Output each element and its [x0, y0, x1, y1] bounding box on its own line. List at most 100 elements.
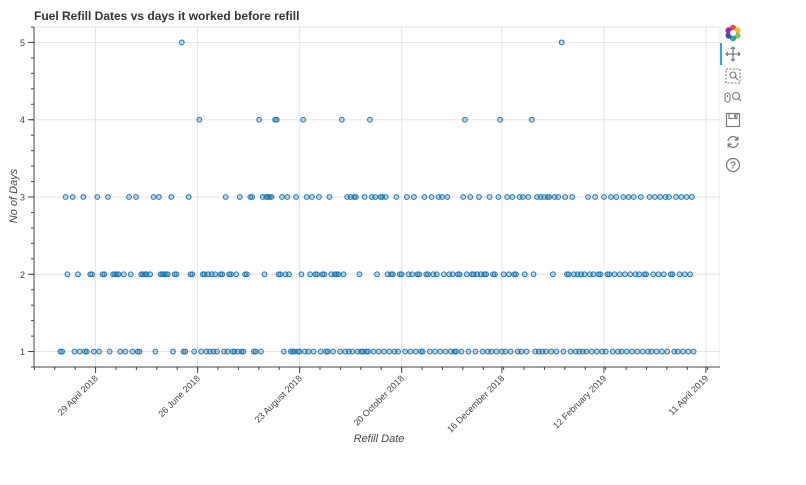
- data-point: [191, 348, 197, 355]
- data-point: [613, 194, 620, 200]
- data-point: [120, 271, 127, 278]
- data-point: [82, 348, 88, 355]
- data-point: [152, 348, 159, 355]
- wheel-zoom-icon[interactable]: [722, 87, 744, 109]
- data-point: [664, 348, 671, 355]
- data-point: [122, 348, 129, 355]
- data-point: [625, 194, 632, 200]
- data-point: [279, 194, 285, 200]
- data-point: [349, 348, 356, 355]
- data-point: [653, 348, 660, 355]
- data-point: [509, 194, 516, 200]
- data-point: [242, 271, 248, 278]
- data-point: [507, 348, 514, 355]
- data-point: [168, 194, 175, 200]
- data-point: [268, 194, 275, 200]
- y-tick-label: 2: [20, 270, 25, 280]
- data-point: [652, 194, 658, 200]
- data-point: [666, 194, 672, 200]
- data-point: [476, 194, 482, 200]
- data-point: [398, 271, 405, 278]
- bokeh-logo-icon[interactable]: [722, 22, 744, 44]
- x-tick-label: 26 June 2018: [156, 373, 202, 419]
- data-point: [284, 194, 291, 200]
- data-point: [324, 348, 331, 355]
- data-point: [425, 271, 431, 278]
- reset-icon[interactable]: [722, 131, 744, 153]
- x-tick-label: 29 April 2018: [56, 373, 100, 417]
- data-point: [356, 271, 363, 278]
- data-point: [530, 271, 537, 278]
- x-axis-label: Refill Date: [354, 433, 405, 445]
- data-point: [409, 271, 416, 278]
- data-point: [611, 271, 618, 278]
- data-point: [340, 271, 347, 278]
- data-point: [544, 194, 551, 200]
- data-point: [412, 348, 419, 355]
- data-point: [261, 271, 268, 278]
- data-point: [521, 271, 528, 278]
- data-point: [674, 348, 681, 355]
- data-point: [513, 271, 519, 278]
- data-point: [266, 194, 273, 200]
- data-point: [170, 348, 176, 355]
- save-icon[interactable]: [722, 109, 744, 131]
- grid-lines: [34, 27, 720, 367]
- box-zoom-icon[interactable]: [722, 65, 744, 87]
- data-point: [240, 348, 247, 355]
- data-point: [75, 271, 81, 278]
- data-point: [126, 194, 132, 200]
- data-point: [294, 348, 301, 355]
- data-point: [419, 348, 426, 355]
- data-point: [669, 271, 676, 278]
- x-tick-label: 23 August 2018: [253, 373, 304, 424]
- data-point: [680, 348, 686, 355]
- data-point: [367, 116, 373, 123]
- data-point: [382, 194, 389, 200]
- data-point: [488, 348, 495, 355]
- data-point: [337, 348, 343, 355]
- data-point: [375, 348, 382, 355]
- data-point: [678, 194, 685, 200]
- data-point: [155, 194, 162, 200]
- data-point: [136, 348, 143, 355]
- data-point: [423, 271, 430, 278]
- data-point: [465, 348, 472, 355]
- data-point: [683, 194, 690, 200]
- data-point: [595, 271, 602, 278]
- data-point: [94, 194, 101, 200]
- data-point: [280, 348, 287, 355]
- data-point: [275, 271, 282, 278]
- data-point: [479, 348, 486, 355]
- data-point: [180, 348, 187, 355]
- data-point: [432, 348, 438, 355]
- data-point: [460, 194, 467, 200]
- data-point: [256, 116, 263, 123]
- data-point: [62, 194, 69, 200]
- data-point: [667, 271, 674, 278]
- data-point: [421, 194, 428, 200]
- data-point: [620, 194, 627, 200]
- data-point: [90, 348, 97, 355]
- data-point: [127, 271, 134, 278]
- data-point: [688, 194, 695, 200]
- data-point: [548, 348, 555, 355]
- data-point: [178, 39, 185, 46]
- data-point: [581, 271, 588, 278]
- data-point: [636, 271, 642, 278]
- data-point: [608, 194, 614, 200]
- data-point: [395, 348, 402, 355]
- help-icon[interactable]: ?: [722, 154, 744, 176]
- pan-icon[interactable]: [722, 43, 744, 65]
- data-point: [150, 194, 157, 200]
- data-point: [381, 348, 387, 355]
- data-point: [305, 348, 312, 355]
- data-point: [243, 271, 250, 278]
- data-point: [676, 271, 683, 278]
- data-point: [388, 271, 394, 278]
- data-point: [467, 194, 474, 200]
- data-point: [564, 271, 570, 278]
- data-point: [643, 271, 650, 278]
- data-point: [389, 271, 396, 278]
- data-point: [604, 271, 611, 278]
